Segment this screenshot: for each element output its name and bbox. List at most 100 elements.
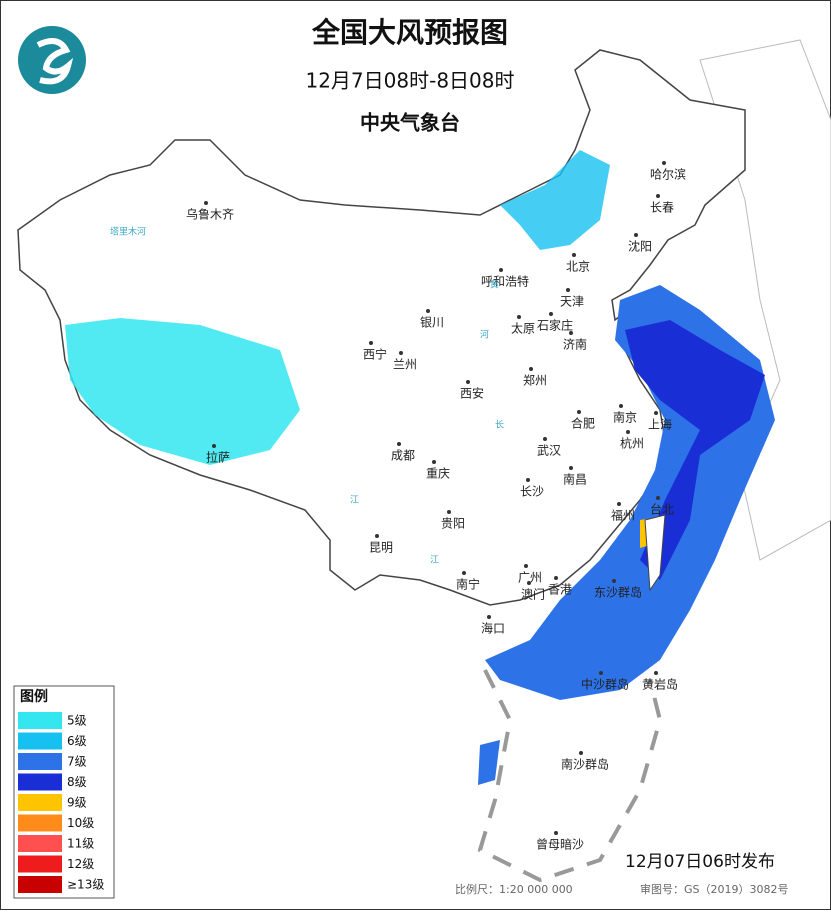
city-dot <box>426 309 430 313</box>
city-label: 武汉 <box>537 444 561 458</box>
legend-swatch <box>18 732 62 750</box>
legend-swatch <box>18 753 62 770</box>
city-dot <box>656 496 660 500</box>
river-label: 黄 <box>490 279 499 291</box>
city-label: 海口 <box>481 621 505 636</box>
city-dot <box>432 460 436 464</box>
legend-label: 6级 <box>67 734 87 748</box>
city-dot <box>569 331 573 335</box>
city-label: 石家庄 <box>537 318 573 333</box>
city-dot <box>626 430 630 434</box>
river-label: 长 <box>495 419 504 431</box>
river-label: 江 <box>430 555 439 566</box>
city-label: 南沙群岛 <box>561 757 609 772</box>
legend-swatch <box>18 773 62 791</box>
city-label: 银川 <box>420 316 444 330</box>
scale: 比例尺：1:20 000 000 <box>455 882 573 896</box>
wind-area-6 <box>500 150 610 250</box>
title: 全国大风预报图 <box>311 16 508 49</box>
city-label: 香港 <box>548 583 572 597</box>
issued: 12月07日06时发布 <box>625 852 775 872</box>
city-label: 济南 <box>563 337 587 352</box>
city-dot <box>524 564 528 568</box>
city-dot <box>517 315 521 319</box>
city-dot <box>375 534 379 538</box>
city-label: 东沙群岛 <box>594 585 642 600</box>
legend-label: 5级 <box>67 714 87 728</box>
wind-area-7-south <box>478 740 500 785</box>
nine-dash-line <box>477 669 663 883</box>
city-label: 北京 <box>566 260 590 274</box>
city-label: 兰州 <box>393 358 417 372</box>
city-dot <box>654 671 658 675</box>
city-dot <box>397 442 401 446</box>
taiwan <box>644 514 666 592</box>
city-label: 沈阳 <box>628 239 652 254</box>
river-label: 塔里木河 <box>110 226 146 238</box>
city-dot <box>579 751 583 755</box>
city-label: 福州 <box>611 508 635 523</box>
city-dot <box>543 437 547 441</box>
city-dot <box>612 579 616 583</box>
review: 审图号：GS（2019）3082号 <box>640 882 789 896</box>
city-label: 昆明 <box>369 541 393 555</box>
city-dot <box>656 194 660 198</box>
city-dot <box>617 502 621 506</box>
legend-swatch <box>18 712 62 729</box>
city-label: 澳门 <box>521 587 545 602</box>
city-dot <box>569 466 573 470</box>
legend-label: 8级 <box>67 775 87 789</box>
city-dot <box>554 576 558 580</box>
legend-swatch <box>18 855 62 873</box>
city-dot <box>369 341 373 345</box>
legend-swatch <box>18 794 62 811</box>
agency: 中央气象台 <box>360 111 460 135</box>
city-dot <box>527 581 531 585</box>
city-label: 呼和浩特 <box>481 274 529 289</box>
city-label: 中沙群岛 <box>581 677 629 692</box>
city-label: 南宁 <box>456 577 480 592</box>
city-label: 天津 <box>560 295 584 309</box>
city-label: 杭州 <box>620 436 644 451</box>
logo-mark <box>36 38 74 85</box>
city-dot <box>399 351 403 355</box>
city-dot <box>529 367 533 371</box>
city-dot <box>572 253 576 257</box>
city-label: 南京 <box>613 410 637 425</box>
legend-label: 7级 <box>67 755 87 769</box>
city-dot <box>212 444 216 448</box>
city-dot <box>634 233 638 237</box>
city-dot <box>619 404 623 408</box>
city-dot <box>599 671 603 675</box>
legend-title: 图例 <box>20 688 48 705</box>
legend-label: 9级 <box>67 796 87 810</box>
city-label: 长沙 <box>520 485 544 499</box>
city-label: 西宁 <box>363 347 387 362</box>
city-dot <box>499 268 503 272</box>
city-dot <box>554 831 558 835</box>
city-dot <box>462 571 466 575</box>
city-label: 太原 <box>511 321 535 336</box>
legend-label: 12级 <box>67 857 94 871</box>
city-label: 上海 <box>648 417 672 432</box>
city-label: 曾母暗沙 <box>536 837 584 852</box>
wind-area-8 <box>625 320 765 580</box>
city-label: 广州 <box>518 571 542 585</box>
city-dot <box>204 201 208 205</box>
city-label: 拉萨 <box>206 450 230 465</box>
city-dot <box>447 510 451 514</box>
river-label: 河 <box>480 329 489 341</box>
neighbor-land <box>699 39 831 561</box>
legend-label: ≥13级 <box>67 878 104 892</box>
city-dot <box>577 410 581 414</box>
city-dot <box>487 615 491 619</box>
city-label: 西安 <box>460 386 484 401</box>
legend-label: 11级 <box>67 837 94 851</box>
city-label: 重庆 <box>426 467 450 481</box>
city-label: 长春 <box>650 201 674 215</box>
wind-area-5 <box>65 318 300 465</box>
city-label: 哈尔滨 <box>650 167 686 182</box>
legend-label: 10级 <box>67 816 94 830</box>
legend-swatch <box>18 835 62 852</box>
